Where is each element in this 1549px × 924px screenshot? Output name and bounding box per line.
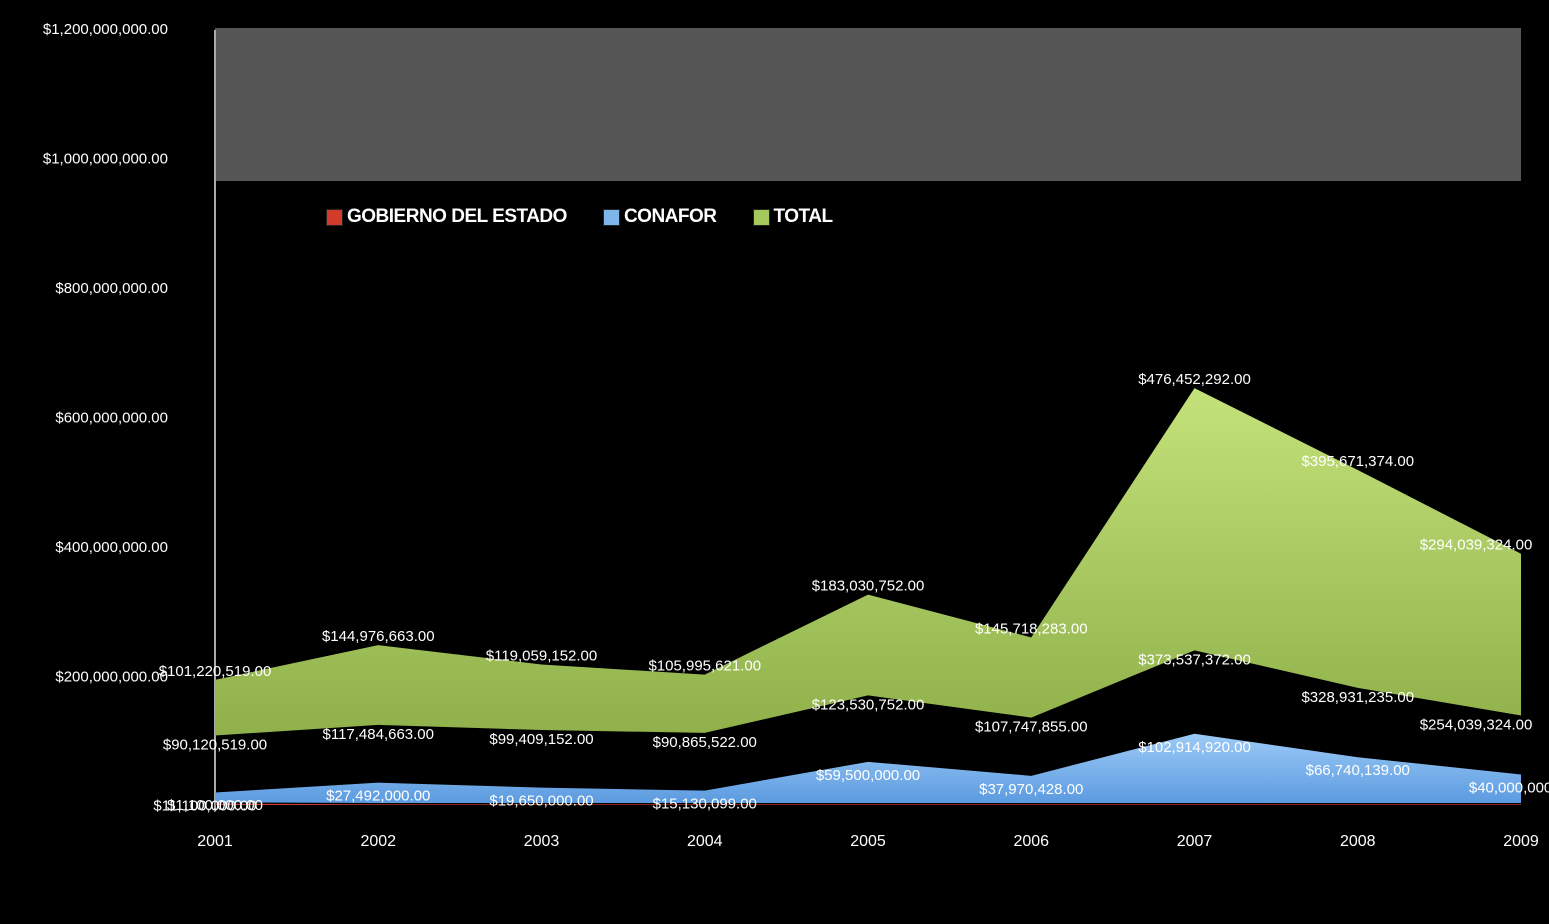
series-area-total <box>215 388 1521 736</box>
back-wall <box>215 28 1521 181</box>
data-label-total-2002: $144,976,663.00 <box>322 628 435 645</box>
legend-swatch-conafor <box>602 208 620 226</box>
data-label-conafor-2006: $37,970,428.00 <box>979 781 1083 798</box>
y-tick-label-0: $200,000,000.00 <box>55 669 168 686</box>
y-axis-ticks: $200,000,000.00 $400,000,000.00 $600,000,0… <box>43 21 168 686</box>
data-label-extra-2006: $107,747,855.00 <box>975 719 1088 736</box>
data-label-conafor-2004: $15,130,099.00 <box>653 796 757 813</box>
legend-label-total: TOTAL <box>773 206 834 227</box>
data-label-conafor-2003: $19,650,000.00 <box>489 793 593 810</box>
data-label-total-2009: $294,039,324.00 <box>1420 537 1533 554</box>
data-label-gobierno-2001: $1,100,000.00 <box>167 797 263 814</box>
series-area-gobierno <box>215 803 1521 805</box>
legend-label-gobierno: GOBIERNO DEL ESTADO <box>347 206 567 227</box>
x-tick-label-2001: 2001 <box>197 833 233 850</box>
data-label-conafor-2001: $11,100,000.00 <box>153 798 256 815</box>
data-label-total-2006: $145,718,283.00 <box>975 620 1088 637</box>
data-label-extra-2002: $117,484,663.00 <box>323 726 435 743</box>
x-tick-label-2007: 2007 <box>1177 833 1213 850</box>
data-label-total-2003: $119,059,152.00 <box>486 647 598 664</box>
x-tick-label-2008: 2008 <box>1340 833 1376 850</box>
series-areas <box>215 388 1521 805</box>
data-label-total-2008: $395,671,374.00 <box>1301 453 1414 470</box>
x-axis-ticks: 2001 2002 2003 2004 2005 2006 2007 2008 2009 <box>197 833 1539 850</box>
data-label-extra-2005: $123,530,752.00 <box>812 696 925 713</box>
data-label-conafor-2005: $59,500,000.00 <box>816 767 920 784</box>
data-label-extra-2009: $254,039,324.00 <box>1420 717 1533 734</box>
y-tick-label-1: $400,000,000.00 <box>55 539 168 556</box>
data-label-extra-2008: $328,931,235.00 <box>1301 689 1414 706</box>
data-label-extra-2001: $90,120,519.00 <box>163 737 267 754</box>
y-tick-label-3: $800,000,000.00 <box>55 280 168 297</box>
x-tick-label-2004: 2004 <box>687 833 723 850</box>
data-label-extra-2007: $373,537,372.00 <box>1138 651 1251 668</box>
series-area-conafor <box>215 733 1521 803</box>
legend-item-gobierno: GOBIERNO DEL ESTADO <box>326 206 567 228</box>
legend-label-conafor: CONAFOR <box>623 206 717 227</box>
legend-item-total: TOTAL <box>752 206 834 228</box>
data-label-total-2004: $105,995,621.00 <box>648 658 761 675</box>
legend-item-conafor: CONAFOR <box>602 206 717 228</box>
data-label-conafor-2007: $102,914,920.00 <box>1138 739 1251 756</box>
legend-swatch-gobierno <box>326 208 343 226</box>
data-label-total-2001: $101,220,519.00 <box>159 663 272 680</box>
x-tick-label-2006: 2006 <box>1013 833 1049 850</box>
x-tick-label-2005: 2005 <box>850 833 886 850</box>
x-tick-label-2002: 2002 <box>360 833 396 850</box>
legend: GOBIERNO DEL ESTADO CONAFOR TOTAL <box>326 206 833 228</box>
x-tick-label-2009: 2009 <box>1503 833 1539 850</box>
y-tick-label-4: $1,000,000,000.00 <box>43 151 168 168</box>
data-label-total-2007: $476,452,292.00 <box>1138 371 1251 388</box>
legend-swatch-total <box>752 208 770 226</box>
data-label-extra-2003: $99,409,152.00 <box>489 731 593 748</box>
data-labels: $1,100,000.00$11,100,000.00 $27,492,000.0… <box>153 371 1549 814</box>
y-tick-label-2: $600,000,000.00 <box>55 410 168 427</box>
data-label-conafor-2008: $66,740,139.00 <box>1306 762 1410 779</box>
x-tick-label-2003: 2003 <box>524 833 560 850</box>
data-label-total-2005: $183,030,752.00 <box>812 578 925 595</box>
y-tick-label-5: $1,200,000,000.00 <box>43 21 168 38</box>
data-label-extra-2004: $90,865,522.00 <box>653 734 757 751</box>
data-label-conafor-2002: $27,492,000.00 <box>326 788 430 805</box>
data-label-conafor-2009: $40,000,000.00 <box>1469 780 1549 797</box>
